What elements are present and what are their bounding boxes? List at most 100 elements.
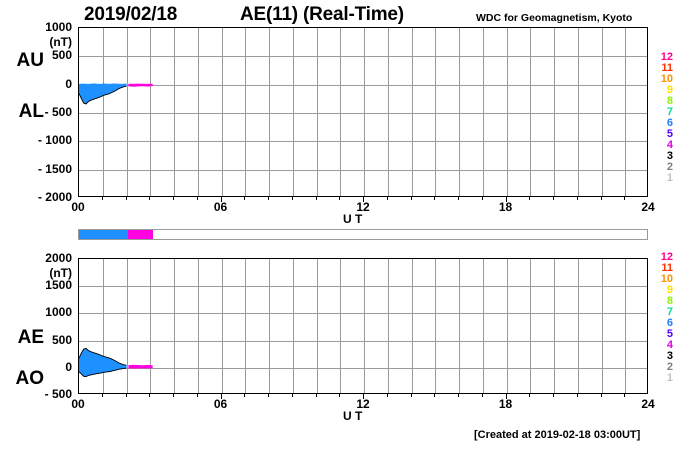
ao-outline	[79, 367, 127, 378]
au-al-color-legend: 12 11 10 9 8 7 6 5 4 3 2 1	[655, 51, 675, 184]
au-al-data-canvas	[79, 83, 153, 105]
x-axis-tick-label: 18	[498, 200, 513, 214]
gridline-vertical	[222, 259, 223, 393]
x-axis-tick-label: 24	[641, 397, 655, 411]
y-axis-tick-label: - 500	[44, 105, 72, 119]
gridline-vertical	[293, 28, 294, 196]
x-axis-tick-mark	[197, 197, 198, 200]
gridline-vertical	[507, 259, 508, 393]
x-axis-tick-label: 12	[356, 200, 370, 214]
y-axis-tick-label: - 1500	[37, 161, 72, 176]
gridline-vertical	[412, 259, 413, 393]
ae-ao-gridlines	[79, 259, 647, 393]
x-axis-tick-mark	[434, 197, 435, 200]
au-al-x-axis-title: U T	[343, 212, 363, 226]
x-axis-tick-mark	[411, 197, 412, 200]
x-axis-tick-mark	[126, 394, 127, 397]
x-axis-tick-label: 12	[356, 397, 370, 411]
gridline-vertical	[483, 259, 484, 393]
au-al-magenta-envelope	[128, 83, 153, 87]
au-al-gridlines	[79, 28, 647, 196]
au-al-unit-label: (nT)	[49, 35, 72, 49]
au-al-plot	[78, 27, 648, 197]
x-axis-tick-mark	[529, 394, 530, 397]
legend-entry-11: 11	[661, 62, 673, 74]
gridline-vertical	[269, 28, 270, 196]
legend-entry-8: 8	[666, 295, 673, 307]
gridline-vertical	[554, 28, 555, 196]
legend-entry-9: 9	[666, 284, 673, 296]
x-axis-tick-mark	[482, 197, 483, 200]
x-axis-tick-mark	[553, 394, 554, 397]
legend-entry-8: 8	[666, 95, 673, 107]
y-axis-tick-label: - 500	[44, 387, 72, 401]
gridline-vertical	[340, 259, 341, 393]
gridline-vertical	[412, 28, 413, 196]
y-axis-tick-label: 2000	[45, 251, 72, 265]
x-axis-tick-mark	[316, 394, 317, 397]
y-axis-tick-label: 1500	[45, 278, 72, 293]
legend-entry-3: 3	[666, 350, 673, 362]
x-axis-tick-mark	[102, 197, 103, 200]
gridline-horizontal	[79, 170, 647, 171]
x-axis-tick-mark	[434, 394, 435, 397]
al-axis-name: AL	[18, 101, 44, 122]
gridline-vertical	[269, 259, 270, 393]
x-axis-tick-mark	[173, 394, 174, 397]
x-axis-tick-mark	[244, 394, 245, 397]
gridline-vertical	[364, 28, 365, 196]
x-axis-tick-mark	[102, 394, 103, 397]
x-axis-tick-label: 00	[71, 397, 85, 411]
page-title: AE(11) (Real-Time)	[240, 4, 404, 25]
created-timestamp: [Created at 2019-02-18 03:00UT]	[474, 429, 641, 441]
gridline-horizontal	[79, 286, 647, 287]
x-axis-tick-mark	[316, 197, 317, 200]
gridline-vertical	[530, 28, 531, 196]
legend-entry-3: 3	[666, 150, 673, 162]
au-axis-name: AU	[16, 50, 44, 71]
gridline-vertical	[150, 28, 151, 196]
gridline-vertical	[625, 259, 626, 393]
gridline-horizontal	[79, 85, 647, 86]
magenta-coverage	[128, 230, 154, 239]
gridline-vertical	[602, 259, 603, 393]
gridline-horizontal	[79, 341, 647, 342]
legend-entry-10: 10	[660, 273, 673, 285]
data-coverage-bar[interactable]	[78, 229, 648, 240]
x-axis-tick-mark	[268, 394, 269, 397]
y-axis-tick-label: 500	[51, 48, 72, 63]
legend-entry-2: 2	[666, 161, 673, 173]
x-axis-tick-mark	[458, 394, 459, 397]
ae-axis-name: AE	[17, 327, 44, 348]
gridline-vertical	[103, 28, 104, 196]
x-axis-tick-mark	[506, 394, 507, 399]
gridline-vertical	[174, 259, 175, 393]
blue-coverage	[79, 230, 129, 239]
legend-entry-12: 12	[660, 51, 673, 63]
legend-entry-5: 5	[666, 128, 673, 140]
legend-entry-5: 5	[666, 328, 673, 340]
x-axis-tick-mark	[363, 197, 364, 202]
legend-entry-6: 6	[666, 117, 673, 129]
x-axis-tick-mark	[411, 394, 412, 397]
attribution-label: WDC for Geomagnetism, Kyoto	[476, 12, 633, 24]
ae-outline	[79, 347, 127, 366]
gridline-vertical	[317, 28, 318, 196]
legend-entry-9: 9	[666, 84, 673, 96]
x-axis-tick-mark	[506, 197, 507, 202]
legend-entry-4: 4	[666, 339, 673, 351]
x-axis-tick-mark	[221, 197, 222, 202]
gridline-vertical	[127, 28, 128, 196]
x-axis-tick-mark	[173, 197, 174, 200]
gridline-horizontal	[79, 368, 647, 369]
legend-entry-6: 6	[666, 317, 673, 329]
gridline-vertical	[483, 28, 484, 196]
gridline-vertical	[198, 259, 199, 393]
x-axis-tick-mark	[601, 197, 602, 200]
gridline-horizontal	[79, 113, 647, 114]
x-axis-tick-mark	[339, 394, 340, 397]
gridline-vertical	[388, 28, 389, 196]
gridline-vertical	[578, 28, 579, 196]
gridline-vertical	[150, 259, 151, 393]
x-axis-tick-mark	[458, 197, 459, 200]
